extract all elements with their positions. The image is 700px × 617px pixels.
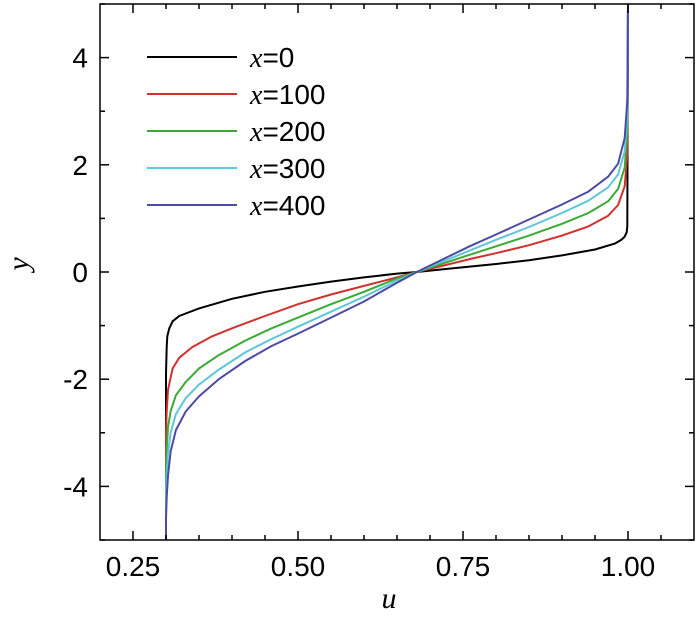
legend-value: =400 — [262, 190, 325, 221]
series-line-2 — [165, 3, 629, 540]
legend-label-3: x=300 — [249, 153, 326, 185]
legend-var: x — [249, 154, 263, 185]
series-line-3 — [165, 3, 629, 540]
legend-label-1: x=100 — [249, 79, 326, 111]
legend-label-4: x=400 — [249, 190, 326, 222]
legend-value: =200 — [262, 116, 325, 147]
y-tick-label: 0 — [72, 257, 88, 288]
legend-var: x — [249, 117, 263, 148]
series-line-0 — [165, 3, 629, 540]
ticks-layer: 0.25 0.50 0.75 1.00 -4 -2 0 2 4 — [63, 3, 694, 582]
x-axis-label: u — [382, 582, 397, 615]
legend-value: =300 — [262, 153, 325, 184]
series-line-4 — [165, 3, 629, 540]
legend-label-2: x=200 — [249, 116, 326, 148]
legend-var: x — [249, 191, 263, 222]
legend-label-0: x=0 — [249, 42, 294, 74]
legend-value: =100 — [262, 79, 325, 110]
y-axis-label: y — [2, 257, 35, 274]
y-tick-label: 2 — [72, 150, 88, 181]
legend-value: =0 — [262, 42, 294, 73]
x-tick-label: 0.50 — [271, 551, 326, 582]
x-tick-label: 1.00 — [601, 551, 656, 582]
x-tick-label: 0.75 — [436, 551, 491, 582]
x-tick-label: 0.25 — [106, 551, 161, 582]
y-tick-label: -4 — [63, 471, 88, 502]
legend-var: x — [249, 43, 263, 74]
y-tick-label: -2 — [63, 364, 88, 395]
y-tick-label: 4 — [72, 43, 88, 74]
series-layer — [165, 3, 629, 540]
series-line-1 — [165, 3, 629, 540]
legend-var: x — [249, 80, 263, 111]
